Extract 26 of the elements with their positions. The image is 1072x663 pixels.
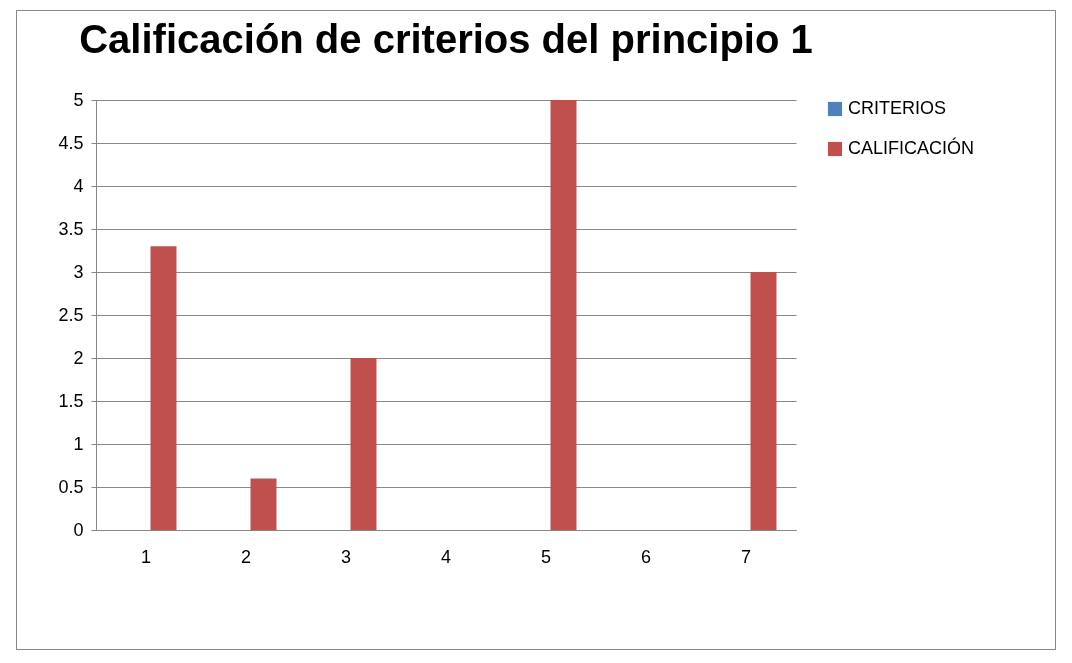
y-tick-label: 5 bbox=[73, 89, 84, 110]
y-tick-label: 0 bbox=[73, 519, 84, 540]
bar bbox=[350, 358, 377, 530]
x-tick-label: 3 bbox=[340, 546, 352, 567]
y-tick-label: 4 bbox=[73, 175, 84, 196]
y-tick-label: 1 bbox=[73, 433, 84, 454]
legend-label: CALIFICACIÓN bbox=[848, 137, 975, 158]
x-tick-label: 4 bbox=[440, 546, 452, 567]
y-tick-label: 2 bbox=[73, 347, 84, 368]
bar bbox=[750, 272, 777, 530]
legend-label: CRITERIOS bbox=[848, 98, 947, 118]
bar bbox=[150, 246, 177, 530]
x-tick-label: 6 bbox=[640, 546, 652, 567]
chart-title: Calificación de criterios del principio 1 bbox=[79, 17, 813, 61]
y-tick-label: 3.5 bbox=[58, 218, 84, 239]
x-tick-label: 7 bbox=[740, 546, 752, 567]
y-tick-label: 1.5 bbox=[58, 390, 84, 411]
y-tick-label: 3 bbox=[73, 261, 84, 282]
x-tick-label: 2 bbox=[240, 546, 252, 567]
bar bbox=[250, 478, 277, 530]
y-tick-label: 4.5 bbox=[58, 132, 84, 153]
x-tick-label: 1 bbox=[140, 546, 152, 567]
x-tick-label: 5 bbox=[540, 546, 552, 567]
y-tick-label: 2.5 bbox=[58, 304, 84, 325]
bar bbox=[550, 100, 577, 530]
y-tick-label: 0.5 bbox=[58, 476, 84, 497]
